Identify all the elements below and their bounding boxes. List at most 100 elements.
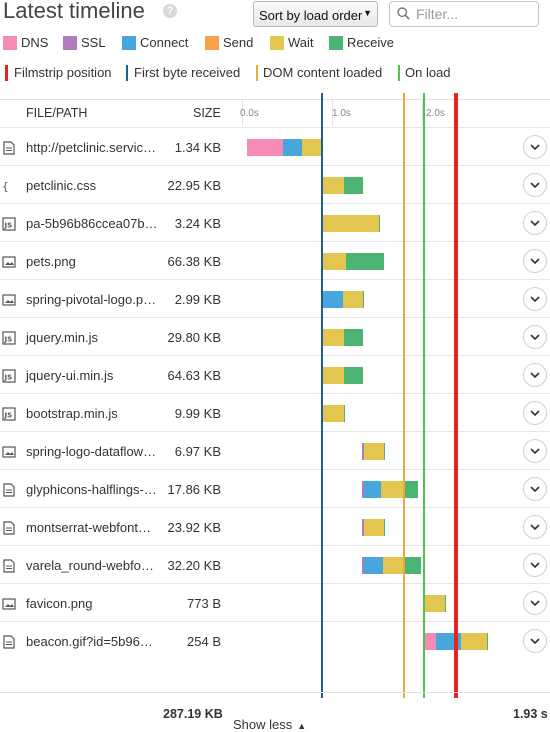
legend-label: DOM content loaded: [263, 65, 383, 80]
timing-segment: [302, 139, 321, 156]
file-size: 32.20 KB: [167, 558, 222, 573]
expand-row-button[interactable]: [523, 287, 547, 311]
file-name: beacon.gif?id=5b96…: [26, 634, 153, 649]
expand-row-button[interactable]: [523, 325, 547, 349]
show-less-button[interactable]: Show less ▲: [233, 717, 306, 732]
file-size: 2.99 KB: [174, 292, 221, 307]
page-title: Latest timeline: [3, 0, 145, 23]
chevron-down-icon: [530, 296, 540, 303]
chevron-down-icon: [530, 562, 540, 569]
expand-row-button[interactable]: [523, 363, 547, 387]
table-row[interactable]: montserrat-webfont… 23.92 KB: [0, 507, 550, 546]
table-row[interactable]: spring-logo-dataflow… 6.97 KB: [0, 431, 550, 470]
table-row[interactable]: JS pa-5b96b86ccea07b… 3.24 KB: [0, 203, 550, 242]
expand-row-button[interactable]: [523, 629, 547, 653]
timing-segment: [364, 481, 381, 498]
svg-text:JS: JS: [4, 336, 13, 344]
timing-segment: [364, 519, 384, 536]
expand-row-button[interactable]: [523, 135, 547, 159]
send-swatch: [205, 36, 219, 50]
expand-row-button[interactable]: [523, 211, 547, 235]
document-icon: [2, 483, 16, 497]
table-row[interactable]: JS bootstrap.min.js 9.99 KB: [0, 393, 550, 432]
filter-input[interactable]: [416, 5, 531, 23]
table-row[interactable]: JS jquery-ui.min.js 64.63 KB: [0, 355, 550, 394]
svg-text:{ }: { }: [2, 180, 16, 193]
expand-row-button[interactable]: [523, 173, 547, 197]
document-icon: [2, 635, 16, 649]
timing-segment: [344, 405, 345, 422]
expand-row-button[interactable]: [523, 553, 547, 577]
document-icon: [2, 559, 16, 573]
chevron-down-icon: [530, 448, 540, 455]
legend-label: SSL: [81, 35, 106, 50]
expand-row-button[interactable]: [523, 439, 547, 463]
image-icon: [2, 445, 16, 459]
timing-segment: [323, 215, 379, 232]
table-row[interactable]: varela_round-webfo… 32.20 KB: [0, 545, 550, 584]
table-row[interactable]: spring-pivotal-logo.p… 2.99 KB: [0, 279, 550, 318]
help-icon[interactable]: ?: [163, 4, 177, 18]
expand-row-button[interactable]: [523, 477, 547, 501]
sort-select-value: Sort by load order: [259, 8, 363, 23]
chevron-down-icon: [530, 638, 540, 645]
file-column-header[interactable]: FILE/PATH: [26, 106, 88, 120]
chevron-down-icon: [530, 600, 540, 607]
expand-row-button[interactable]: [523, 401, 547, 425]
table-row[interactable]: beacon.gif?id=5b96… 254 B: [0, 621, 550, 660]
table-row[interactable]: { } petclinic.css 22.95 KB: [0, 165, 550, 204]
table-row[interactable]: glyphicons-halflings-… 17.86 KB: [0, 469, 550, 508]
js-icon: JS: [2, 331, 16, 345]
on-load-marker: [398, 65, 400, 81]
tick-mark: [422, 100, 423, 126]
file-name: favicon.png: [26, 596, 93, 611]
tick-mark: [332, 100, 333, 126]
timing-segment: [283, 139, 302, 156]
receive-swatch: [329, 36, 343, 50]
chevron-down-icon: [530, 334, 540, 341]
filmstrip-line[interactable]: [454, 93, 458, 698]
header-divider: [0, 99, 550, 100]
timing-segment: [487, 633, 488, 650]
timing-segment: [384, 519, 385, 536]
file-size: 6.97 KB: [174, 444, 221, 459]
timing-segment: [323, 177, 344, 194]
chevron-down-icon: [530, 220, 540, 227]
timing-segment: [445, 595, 446, 612]
document-icon: [2, 521, 16, 535]
timing-segment: [343, 291, 363, 308]
first-byte-marker: [126, 65, 128, 81]
filter-field[interactable]: [389, 1, 539, 27]
timing-segment: [362, 519, 364, 536]
ssl-swatch: [63, 36, 77, 50]
timing-segment: [423, 595, 445, 612]
expand-row-button[interactable]: [523, 515, 547, 539]
chevron-down-icon: [530, 372, 540, 379]
timing-segment: [425, 633, 436, 650]
size-column-header[interactable]: SIZE: [193, 106, 221, 120]
sort-select[interactable]: Sort by load order ▼: [253, 1, 378, 27]
file-size: 3.24 KB: [174, 216, 221, 231]
footer-divider: [0, 692, 550, 693]
file-size: 64.63 KB: [167, 368, 222, 383]
file-name: pets.png: [26, 254, 76, 269]
table-row[interactable]: JS jquery.min.js 29.80 KB: [0, 317, 550, 356]
table-row[interactable]: http://petclinic.servic… 1.34 KB: [0, 127, 550, 166]
expand-row-button[interactable]: [523, 591, 547, 615]
timing-segment: [364, 443, 384, 460]
show-less-label: Show less: [233, 717, 293, 732]
dom-loaded-line: [403, 93, 405, 698]
timing-segment: [323, 367, 344, 384]
legend-label: Receive: [347, 35, 394, 50]
file-name: bootstrap.min.js: [26, 406, 118, 421]
legend-label: Wait: [288, 35, 314, 50]
table-row[interactable]: pets.png 66.38 KB: [0, 241, 550, 280]
tick-label-2: 2.0s: [426, 108, 445, 119]
file-name: jquery-ui.min.js: [26, 368, 114, 383]
timing-segment: [344, 367, 363, 384]
timing-segment: [384, 443, 385, 460]
table-row[interactable]: favicon.png 773 B: [0, 583, 550, 622]
timing-segment: [323, 253, 346, 270]
expand-row-button[interactable]: [523, 249, 547, 273]
file-name: petclinic.css: [26, 178, 97, 193]
